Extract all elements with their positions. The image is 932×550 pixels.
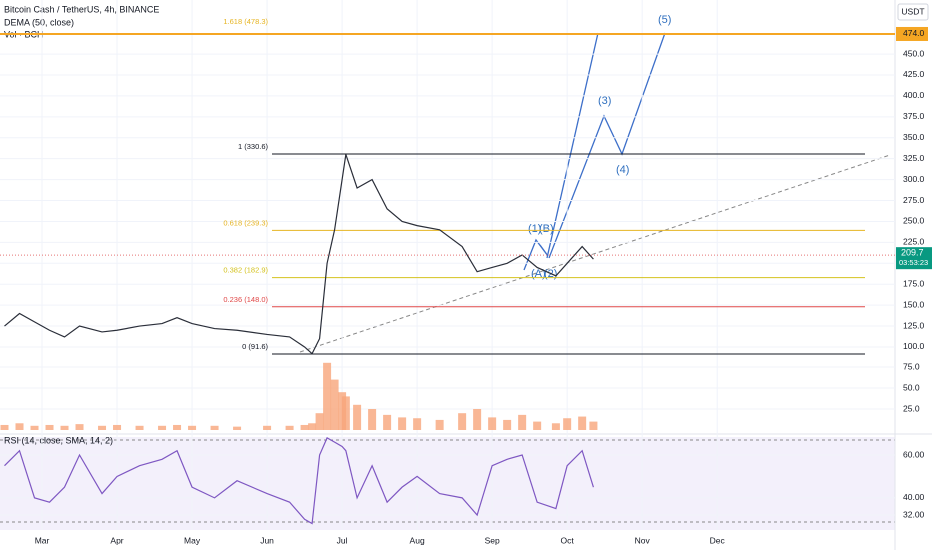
volume-bar [98,425,107,430]
y-tick-label: 275.0 [903,195,925,205]
countdown: 03:53:23 [899,258,928,267]
x-tick-label: Apr [110,535,123,545]
fib-label: 1 (330.6) [238,142,269,151]
volume-bar [315,413,324,430]
volume-bar [173,424,182,430]
trendline [299,154,891,353]
volume-bar [323,362,332,430]
volume-bar [398,417,407,430]
y-tick-label: 25.0 [903,403,920,413]
currency-box[interactable] [897,3,929,21]
y-tick-label: 375.0 [903,111,925,121]
wave-projection [546,32,599,259]
x-tick-label: Dec [710,535,726,545]
volume-bar [285,425,294,430]
last-price-box [896,247,932,270]
wave-label: (5) [658,14,671,26]
volume-bar [300,424,309,430]
x-tick-label: Jul [337,535,348,545]
volume-bar [368,409,377,430]
y-tick-label: 125.0 [903,320,925,330]
y-tick-label: 450.0 [903,48,925,58]
volume-bar [233,426,242,430]
y-tick-label: 100.0 [903,341,925,351]
volume-bar [563,418,572,430]
x-tick-label: May [184,535,201,545]
y-tick-label: 425.0 [903,69,925,79]
volume-bar [330,379,339,430]
volume-bar [113,424,122,430]
fib-label: 0 (91.6) [242,342,268,351]
rsi-line [4,437,594,525]
volume-bar [578,416,587,430]
volume-bar [503,419,512,430]
y-tick-label: 50.0 [903,382,920,392]
fib-label: 0.618 (239.3) [223,218,268,227]
x-tick-label: Mar [35,535,50,545]
volume-bar [518,414,527,430]
indicator-label: RSI (14, close, SMA, 14, 2) [4,435,113,445]
y-tick-label: 175.0 [903,278,925,288]
volume-bar [473,409,482,430]
alert-label: 474.0 [903,28,925,38]
x-tick-label: Nov [635,535,651,545]
last-price-label: 209.7 [901,248,924,258]
volume-bar [263,425,272,430]
alert-box [896,26,928,41]
y-tick-label: 225.0 [903,237,925,247]
x-tick-label: Oct [561,535,575,545]
wave-label: (3) [598,95,611,107]
y-tick-label: 400.0 [903,90,925,100]
x-tick-label: Sep [485,535,500,545]
wave-label: (4) [616,164,629,176]
volume-bar [435,419,444,430]
y-tick-label: 32.00 [903,509,925,519]
rsi-pane [0,437,895,530]
volume-bar [158,425,167,430]
y-tick-label: 75.0 [903,361,920,371]
x-tick-label: Jun [260,535,274,545]
volume-bar [353,404,362,430]
wave-label: (1) [528,223,541,235]
volume-bar [15,423,24,430]
fib-label: 0.236 (148.0) [223,295,268,304]
currency[interactable]: USDT [901,6,924,16]
volume-bar [0,424,9,430]
volume-bar [458,413,467,430]
title: Bitcoin Cash / TetherUS, 4h, BINANCE [4,4,159,14]
volume-bar [488,417,497,430]
y-tick-label: 40.00 [903,492,925,502]
wave-projection [523,238,549,271]
wave-projection [548,32,666,259]
y-tick-label: 150.0 [903,299,925,309]
y-tick-label: 325.0 [903,153,925,163]
volume-bar [210,425,219,430]
volume-bar [135,425,144,430]
volume-bar [341,396,350,430]
volume-bar [551,423,560,430]
wave-label: (A) [531,268,546,280]
volume-bar [75,424,84,430]
fib-label: 1.618 (478.3) [223,17,268,26]
volume-bar [383,414,392,430]
y-tick-label: 250.0 [903,216,925,226]
indicator-label: DEMA (50, close) [4,17,74,27]
y-tick-label: 300.0 [903,174,925,184]
y-tick-label: 60.00 [903,449,925,459]
volume-bar [45,424,54,430]
wave-label: (B) [539,223,554,235]
volume-bar [60,425,69,430]
volume-bar [413,418,422,430]
volume-bar [188,425,197,430]
volume-bar [533,421,542,430]
price-line [4,154,594,355]
volume-bar [589,421,598,430]
x-tick-label: Aug [410,535,425,545]
volume-bar [308,423,317,430]
volume-bar [30,425,39,430]
y-tick-label: 350.0 [903,132,925,142]
fib-label: 0.382 (182.9) [223,266,268,275]
